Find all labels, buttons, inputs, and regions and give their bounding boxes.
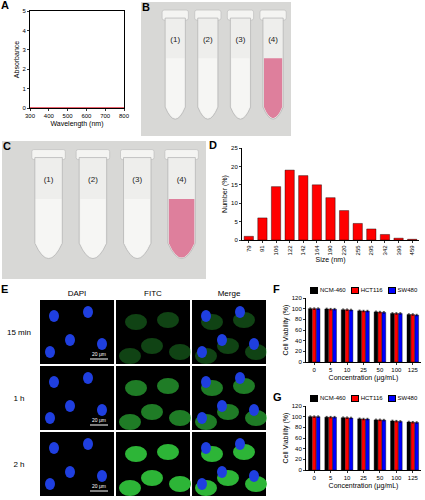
svg-text:15 min: 15 min <box>7 328 31 337</box>
svg-text:91: 91 <box>259 245 265 252</box>
svg-text:(2): (2) <box>88 175 98 184</box>
svg-text:Cell Viability (%): Cell Viability (%) <box>282 305 290 356</box>
svg-text:0: 0 <box>22 105 26 111</box>
svg-text:400: 400 <box>44 113 55 119</box>
svg-text:0: 0 <box>234 237 238 243</box>
svg-text:106: 106 <box>273 245 279 256</box>
svg-text:60: 60 <box>295 327 302 333</box>
svg-text:220: 220 <box>341 245 347 256</box>
html-text:F: F <box>273 283 280 295</box>
svg-text:15: 15 <box>231 182 238 188</box>
svg-text:120: 120 <box>292 295 303 301</box>
svg-text:459: 459 <box>409 245 415 256</box>
svg-text:Concentration (μg/mL): Concentration (μg/mL) <box>329 482 399 490</box>
svg-text:500: 500 <box>63 113 74 119</box>
svg-text:Absorbance: Absorbance <box>13 41 20 78</box>
svg-text:25: 25 <box>360 475 367 481</box>
svg-text:396: 396 <box>396 245 402 256</box>
svg-text:Wavelength (nm): Wavelength (nm) <box>50 120 103 128</box>
svg-text:(4): (4) <box>177 175 187 184</box>
svg-text:122: 122 <box>287 245 293 256</box>
svg-text:Concentration (μg/mL): Concentration (μg/mL) <box>329 374 399 382</box>
svg-text:20: 20 <box>231 164 238 170</box>
html-text:E: E <box>1 283 9 295</box>
html-text:NCM-460: NCM-460 <box>320 287 346 294</box>
svg-text:DAPI: DAPI <box>68 289 87 298</box>
svg-text:100: 100 <box>391 367 402 373</box>
svg-text:80: 80 <box>295 424 302 430</box>
svg-text:20 μm: 20 μm <box>92 351 106 357</box>
svg-text:50: 50 <box>377 367 384 373</box>
svg-text:700: 700 <box>100 113 111 119</box>
html-text:NCM-460: NCM-460 <box>320 395 346 402</box>
svg-text:10: 10 <box>344 475 351 481</box>
svg-text:20 μm: 20 μm <box>92 483 106 489</box>
svg-text:100: 100 <box>292 414 303 420</box>
html-text:B: B <box>142 1 150 13</box>
svg-text:40: 40 <box>295 446 302 452</box>
svg-text:20 μm: 20 μm <box>92 417 106 423</box>
svg-text:100: 100 <box>292 306 303 312</box>
svg-text:120: 120 <box>292 403 303 409</box>
html-text:A: A <box>1 0 9 11</box>
svg-text:5: 5 <box>22 8 26 14</box>
html-text:HCT116: HCT116 <box>360 395 383 402</box>
html-text:G: G <box>273 391 282 403</box>
svg-text:(3): (3) <box>236 35 246 44</box>
svg-text:(4): (4) <box>268 35 278 44</box>
svg-text:FITC: FITC <box>144 289 162 298</box>
svg-text:Merge: Merge <box>218 289 241 298</box>
svg-text:(1): (1) <box>44 175 54 184</box>
svg-text:80: 80 <box>295 316 302 322</box>
svg-text:10: 10 <box>231 200 238 206</box>
svg-text:Size (nm): Size (nm) <box>316 256 346 264</box>
svg-text:(1): (1) <box>170 35 180 44</box>
svg-text:295: 295 <box>368 245 374 256</box>
svg-text:300: 300 <box>25 113 36 119</box>
svg-text:190: 190 <box>327 245 333 256</box>
html-text:C: C <box>3 140 11 152</box>
html-text:D: D <box>209 139 217 151</box>
svg-text:5: 5 <box>329 367 333 373</box>
svg-text:0: 0 <box>313 367 317 373</box>
svg-text:342: 342 <box>382 245 388 256</box>
svg-text:164: 164 <box>314 245 320 256</box>
svg-text:2: 2 <box>22 66 26 72</box>
svg-text:60: 60 <box>295 435 302 441</box>
svg-text:(2): (2) <box>203 35 213 44</box>
svg-text:Number (%): Number (%) <box>221 175 229 213</box>
svg-text:0: 0 <box>298 467 302 473</box>
svg-text:600: 600 <box>81 113 92 119</box>
svg-text:20: 20 <box>295 348 302 354</box>
svg-text:Cell Viability (%): Cell Viability (%) <box>282 413 290 464</box>
svg-text:(3): (3) <box>132 175 142 184</box>
svg-text:125: 125 <box>408 367 419 373</box>
html-text:SW480: SW480 <box>397 287 418 294</box>
html-text:SW480: SW480 <box>397 395 418 402</box>
svg-text:0: 0 <box>313 475 317 481</box>
svg-text:50: 50 <box>377 475 384 481</box>
svg-text:0: 0 <box>298 359 302 365</box>
svg-text:255: 255 <box>355 245 361 256</box>
svg-text:25: 25 <box>360 367 367 373</box>
svg-text:800: 800 <box>119 113 130 119</box>
svg-text:10: 10 <box>344 367 351 373</box>
svg-text:142: 142 <box>300 245 306 256</box>
html-text:HCT116: HCT116 <box>360 287 383 294</box>
svg-text:20: 20 <box>295 456 302 462</box>
svg-text:4: 4 <box>22 28 26 34</box>
svg-text:1: 1 <box>22 86 26 92</box>
svg-text:125: 125 <box>408 475 419 481</box>
svg-text:5: 5 <box>234 219 238 225</box>
svg-text:100: 100 <box>391 475 402 481</box>
svg-text:79: 79 <box>246 245 252 252</box>
svg-text:5: 5 <box>329 475 333 481</box>
svg-text:2 h: 2 h <box>13 460 24 469</box>
svg-text:3: 3 <box>22 47 26 53</box>
svg-text:1 h: 1 h <box>13 394 24 403</box>
svg-text:25: 25 <box>231 145 238 151</box>
svg-text:40: 40 <box>295 338 302 344</box>
